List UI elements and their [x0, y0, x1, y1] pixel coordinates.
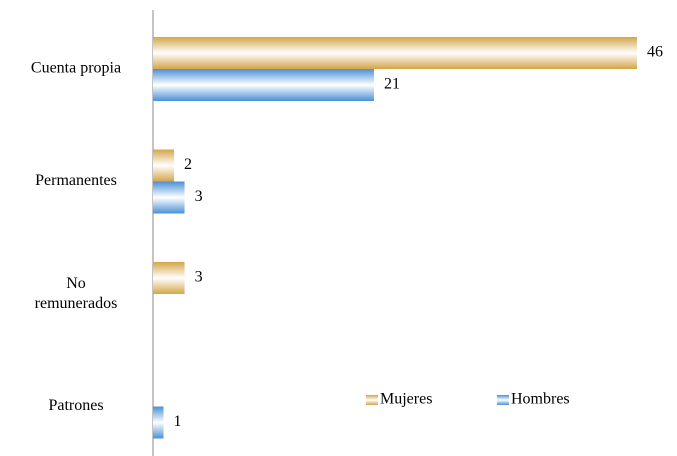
legend-item: Mujeres [366, 391, 432, 408]
legend-item: Hombres [497, 391, 570, 408]
bar [153, 262, 185, 294]
legend-label: Hombres [511, 391, 570, 408]
value-label: 2 [184, 156, 192, 173]
value-label: 21 [384, 76, 400, 93]
value-label: 1 [174, 413, 182, 430]
bar [153, 69, 374, 101]
value-label: 3 [195, 269, 203, 286]
bar [153, 37, 637, 69]
category-label: Cuenta propia [31, 60, 121, 77]
bar [153, 181, 185, 214]
category-label: No remunerados [35, 275, 118, 312]
legend-swatch [497, 395, 509, 405]
legend-label: Mujeres [380, 391, 432, 408]
category-label: Permanentes [35, 172, 117, 189]
category-label: Patrones [48, 397, 103, 414]
legend-swatch [366, 395, 378, 405]
bar [153, 406, 164, 439]
bar [153, 149, 175, 182]
value-label: 46 [647, 44, 663, 61]
value-label: 3 [195, 188, 203, 205]
